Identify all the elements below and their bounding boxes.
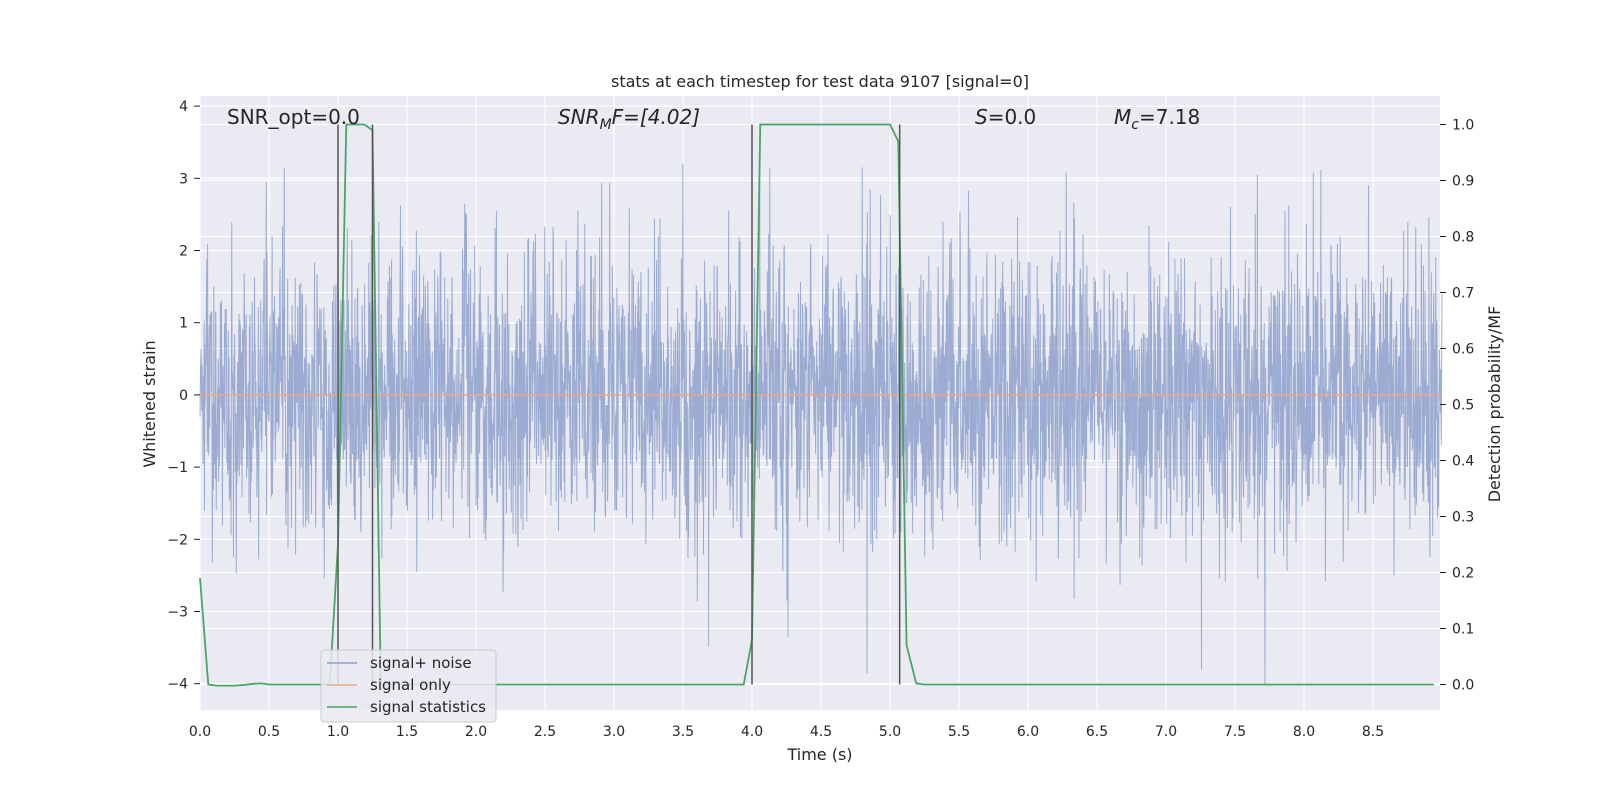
snr-mf-base: SNR (558, 105, 600, 129)
x-tick-label: 3.5 (672, 724, 694, 740)
x-tick-label: 5.0 (879, 724, 901, 740)
mc-sub: c (1131, 117, 1139, 133)
y2-tick-label: 0.0 (1452, 678, 1474, 694)
y-tick-label: −1 (167, 460, 188, 476)
x-tick-label: 1.5 (396, 724, 418, 740)
y-tick-label: −3 (167, 605, 188, 621)
y-axis-label: Whitened strain (140, 340, 159, 467)
legend-label-signal: signal only (370, 676, 451, 694)
x-tick-label: 7.5 (1224, 724, 1246, 740)
x-tick-label: 8.0 (1293, 724, 1315, 740)
signal-statistics-series (199, 123, 1434, 687)
snr-opt-annotation: SNR_opt=0.0 (227, 105, 360, 129)
y2-ticks: 1.0 0.9 0.8 0.7 0.6 0.5 0.4 0.3 0.2 0.1 0.0 (1440, 118, 1474, 694)
y2-tick-label: 0.9 (1452, 174, 1474, 190)
chart-title: stats at each timestep for test data 910… (611, 72, 1029, 91)
x-tick-label: 1.0 (327, 724, 349, 740)
legend-label-noise: signal+ noise (370, 654, 472, 672)
y-tick-label: 2 (179, 244, 188, 260)
y2-tick-label: 0.2 (1452, 566, 1474, 582)
y-tick-label: −4 (167, 677, 188, 693)
legend-box (320, 649, 497, 723)
x-tick-label: 0.5 (258, 724, 280, 740)
y-tick-label: 0 (179, 388, 188, 404)
x-tick-label: 7.0 (1155, 724, 1177, 740)
y-tick-label: 1 (179, 316, 188, 332)
vertical-markers (337, 124, 901, 685)
y-tick-label: 3 (179, 171, 188, 187)
x-tick-label: 5.5 (948, 724, 970, 740)
x-axis-label: Time (s) (786, 745, 852, 764)
snr-mf-annotation: SNRMF=[4.02] (558, 105, 700, 133)
x-tick-label: 2.0 (465, 724, 487, 740)
x-tick-label: 6.5 (1086, 724, 1108, 740)
legend: signal+ noise signal only signal statist… (320, 649, 497, 723)
y2-axis-label: Detection probability/MF (1485, 306, 1504, 503)
x-tick-label: 4.0 (741, 724, 763, 740)
y-ticks: 4 3 2 1 0 −1 −2 −3 −4 (167, 99, 200, 693)
s-label: S (975, 105, 988, 129)
y2-tick-label: 0.3 (1452, 510, 1474, 526)
y-tick-label: −2 (167, 532, 188, 548)
y2-tick-label: 0.1 (1452, 622, 1474, 638)
legend-label-statistics: signal statistics (370, 698, 486, 716)
y2-tick-label: 0.8 (1452, 230, 1474, 246)
y2-tick-label: 0.4 (1452, 454, 1474, 470)
mc-value: =7.18 (1139, 105, 1200, 129)
mc-annotation: Mc=7.18 (1114, 105, 1200, 133)
snr-mf-sub: M (600, 117, 612, 133)
s-annotation: S=0.0 (975, 105, 1036, 129)
x-tick-label: 0.0 (189, 724, 211, 740)
y2-tick-label: 0.5 (1452, 398, 1474, 414)
s-value: =0.0 (988, 105, 1037, 129)
mc-base: M (1114, 105, 1131, 129)
x-tick-label: 6.0 (1017, 724, 1039, 740)
y2-tick-label: 0.6 (1452, 342, 1474, 358)
x-tick-label: 8.5 (1362, 724, 1384, 740)
x-tick-label: 4.5 (810, 724, 832, 740)
y-tick-label: 4 (179, 99, 188, 115)
y2-tick-label: 1.0 (1452, 118, 1474, 134)
y2-tick-label: 0.7 (1452, 286, 1474, 302)
snr-mf-tail: F=[4.02] (612, 105, 700, 129)
signal-statistics-line (199, 123, 1434, 687)
x-ticks: 0.0 0.5 1.0 1.5 2.0 2.5 3.0 3.5 4.0 4.5 5.0 5.5 6.0 6… (189, 724, 1384, 740)
x-tick-label: 3.0 (603, 724, 625, 740)
x-tick-label: 2.5 (534, 724, 556, 740)
